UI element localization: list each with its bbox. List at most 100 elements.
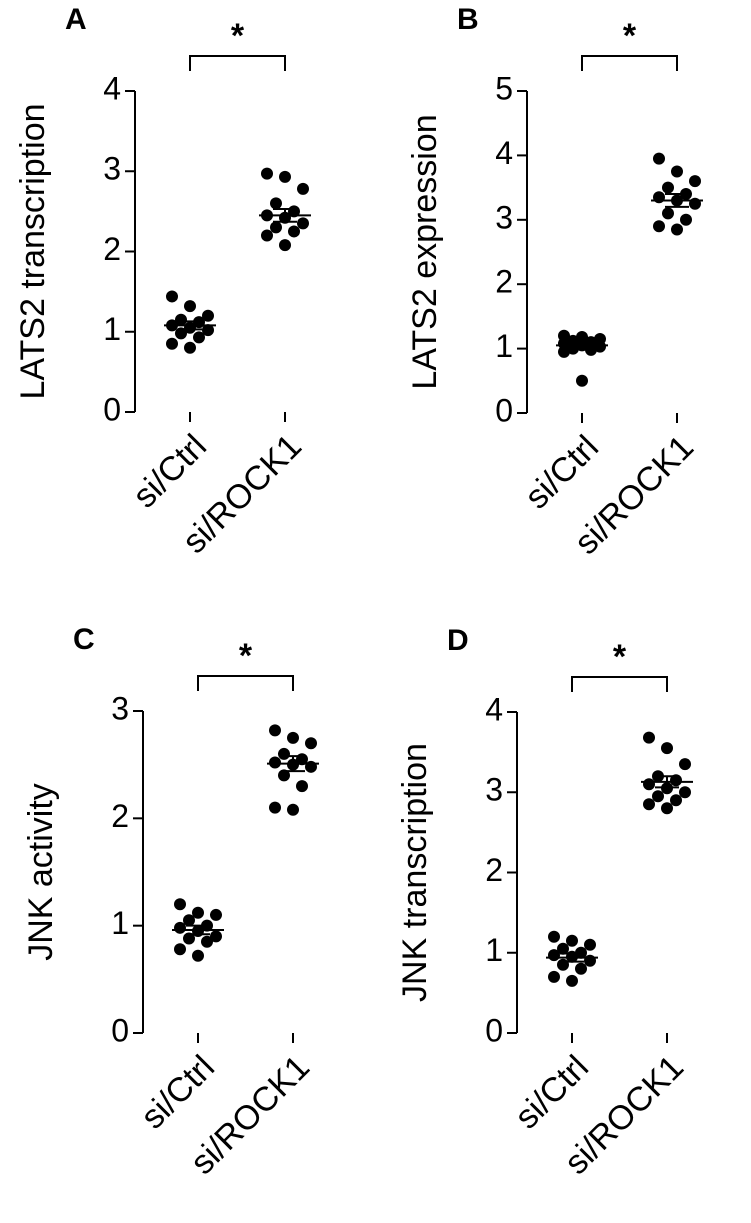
y-tick-label: 4 <box>485 691 503 727</box>
data-point <box>670 794 682 807</box>
data-point <box>661 742 673 755</box>
significance-bracket <box>197 675 294 691</box>
data-point <box>558 337 570 350</box>
data-point <box>584 938 596 951</box>
y-tick-label: 0 <box>103 391 121 427</box>
data-point <box>653 152 665 165</box>
y-tick-label: 1 <box>103 311 121 347</box>
y-tick-label: 3 <box>495 199 513 235</box>
y-tick-label: 2 <box>103 231 121 267</box>
data-point <box>184 300 196 313</box>
data-point <box>175 313 187 326</box>
data-point <box>192 906 204 919</box>
data-point <box>202 309 214 322</box>
data-point <box>261 167 273 180</box>
x-tick-label: si/Ctrl <box>508 1048 596 1136</box>
data-point <box>585 343 597 356</box>
data-point <box>278 747 290 760</box>
data-point <box>270 197 282 210</box>
y-tick-label: 5 <box>495 70 513 106</box>
data-point <box>643 731 655 744</box>
data-point <box>661 802 673 815</box>
data-point <box>662 181 674 194</box>
error-bar <box>178 320 202 331</box>
data-point <box>193 331 205 344</box>
data-point <box>210 930 222 943</box>
data-point <box>269 801 281 814</box>
data-point <box>652 790 664 803</box>
y-axis-label: JNK activity <box>22 783 60 961</box>
y-tick-label: 1 <box>495 328 513 364</box>
panel-label: B <box>457 3 479 36</box>
data-point <box>175 327 187 340</box>
significance-star: * <box>231 17 245 55</box>
data-point <box>594 340 606 353</box>
significance-bracket <box>189 55 286 71</box>
data-point <box>296 780 308 793</box>
data-point <box>671 223 683 236</box>
data-point <box>662 207 674 220</box>
data-point <box>210 908 222 921</box>
significance-bracket <box>581 55 678 71</box>
y-tick-label: 3 <box>103 151 121 187</box>
y-tick-label: 3 <box>485 772 503 808</box>
y-tick-label: 1 <box>111 905 129 941</box>
y-tick-label: 1 <box>485 932 503 968</box>
data-point <box>576 331 588 344</box>
data-point <box>287 731 299 744</box>
significance-bracket <box>571 676 668 692</box>
error-bar <box>665 193 689 208</box>
data-point <box>643 778 655 791</box>
data-point <box>183 932 195 945</box>
data-point <box>576 374 588 387</box>
data-point <box>689 175 701 188</box>
error-bar <box>186 924 210 936</box>
error-bar <box>560 952 584 963</box>
data-point <box>679 758 691 771</box>
y-axis-label: JNK transcription <box>396 743 434 1002</box>
data-point <box>288 225 300 238</box>
y-tick-label: 4 <box>495 135 513 171</box>
data-point <box>183 914 195 927</box>
data-point <box>680 213 692 226</box>
data-point <box>679 786 691 799</box>
data-point <box>269 756 281 769</box>
x-tick-label: si/Ctrl <box>134 1048 222 1136</box>
data-point <box>166 337 178 350</box>
data-point <box>670 774 682 787</box>
y-tick-label: 3 <box>111 690 129 726</box>
data-point <box>558 345 570 358</box>
data-point <box>278 769 290 782</box>
data-point <box>671 165 683 178</box>
y-tick-label: 0 <box>485 1012 503 1048</box>
data-point <box>174 921 186 934</box>
data-point <box>202 324 214 337</box>
y-tick-label: 0 <box>495 392 513 428</box>
data-point <box>566 934 578 947</box>
data-point <box>279 170 291 183</box>
error-bar <box>570 341 594 350</box>
data-point <box>279 239 291 252</box>
panel-label: A <box>65 3 87 36</box>
data-point <box>653 220 665 233</box>
error-bar <box>273 207 297 223</box>
panel-label: D <box>447 624 469 657</box>
significance-star: * <box>623 17 637 55</box>
significance-star: * <box>239 637 253 675</box>
panel-label: C <box>73 623 95 656</box>
y-tick-label: 0 <box>111 1012 129 1048</box>
x-tick-label: si/Ctrl <box>518 428 606 516</box>
data-point <box>305 737 317 750</box>
data-point <box>643 798 655 811</box>
data-point <box>269 724 281 737</box>
x-tick-label: si/Ctrl <box>126 427 214 515</box>
data-point <box>270 221 282 234</box>
significance-star: * <box>613 638 627 676</box>
y-axis-label: LATS2 transcription <box>14 103 52 399</box>
data-point <box>557 942 569 955</box>
error-bar <box>655 775 679 789</box>
data-point <box>166 290 178 303</box>
y-tick-label: 2 <box>111 798 129 834</box>
data-point <box>548 970 560 983</box>
